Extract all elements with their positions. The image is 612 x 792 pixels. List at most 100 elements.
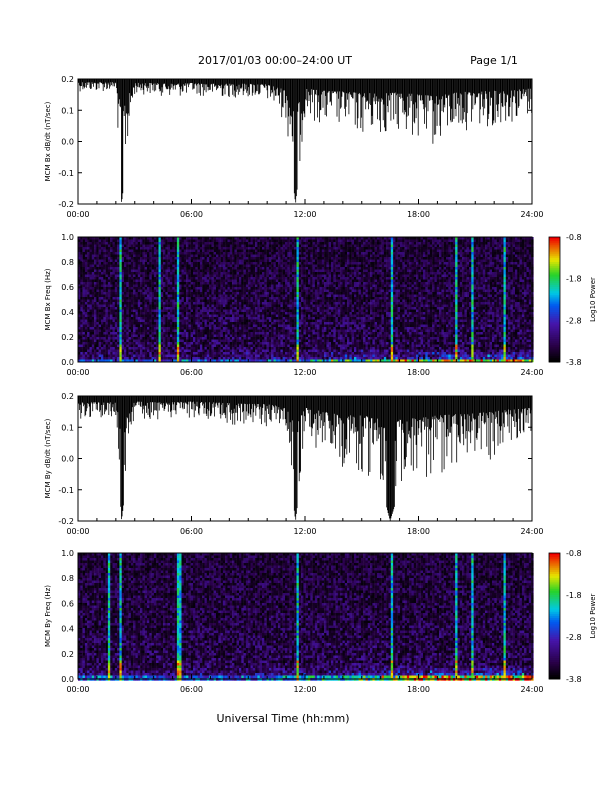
heatmap-cell: [243, 327, 247, 330]
heatmap-cell: [110, 352, 113, 355]
heatmap-cell: [206, 284, 210, 288]
heatmap-cell: [266, 267, 270, 270]
heatmap-cell: [151, 264, 155, 268]
heatmap-cell: [188, 279, 191, 283]
heatmap-cell: [107, 304, 111, 308]
heatmap-cell: [211, 247, 214, 250]
heatmap-cell: [264, 287, 267, 290]
heatmap-cell: [128, 252, 132, 255]
heatmap-cell: [250, 279, 253, 283]
heatmap-cell: [243, 262, 247, 265]
heatmap-cell: [206, 332, 210, 335]
heatmap-cell: [94, 284, 97, 288]
heatmap-cell: [183, 292, 187, 295]
heatmap-cell: [158, 282, 161, 285]
heatmap-cell: [119, 292, 122, 295]
heatmap-cell: [149, 339, 152, 343]
heatmap-cell: [87, 252, 90, 255]
heatmap-cell: [140, 304, 143, 308]
heatmap-cell: [181, 334, 184, 338]
heatmap-cell: [234, 339, 237, 343]
heatmap-cell: [239, 304, 242, 308]
heatmap-cell: [103, 259, 106, 263]
heatmap-cell: [114, 272, 118, 275]
heatmap-cell: [179, 302, 182, 305]
heatmap-cell: [239, 239, 242, 243]
heatmap-cell: [87, 259, 90, 263]
heatmap-cell: [153, 317, 157, 320]
heatmap-cell: [213, 292, 217, 295]
heatmap-cell: [250, 334, 253, 338]
heatmap-cell: [257, 274, 260, 278]
heatmap-cell: [252, 279, 256, 283]
heatmap-cell: [107, 279, 111, 283]
heatmap-cell: [241, 257, 244, 260]
heatmap-cell: [165, 314, 168, 318]
heatmap-cell: [229, 322, 233, 325]
heatmap-cell: [262, 269, 265, 273]
heatmap-cell: [103, 267, 106, 270]
heatmap-cell: [179, 337, 182, 340]
heatmap-cell: [222, 322, 226, 325]
heatmap-cell: [199, 244, 203, 248]
heatmap-cell: [82, 332, 86, 335]
heatmap-cell: [245, 349, 249, 353]
heatmap-cell: [170, 332, 173, 335]
heatmap-cell: [167, 337, 171, 340]
heatmap-cell: [163, 299, 166, 303]
heatmap-cell: [149, 242, 152, 245]
heatmap-cell: [87, 304, 90, 308]
heatmap-cell: [229, 254, 233, 258]
heatmap-cell: [110, 274, 113, 278]
heatmap-cell: [135, 322, 138, 325]
heatmap-cell: [147, 319, 150, 323]
heatmap-cell: [195, 319, 198, 323]
heatmap-cell: [140, 272, 143, 275]
heatmap-cell: [236, 304, 240, 308]
heatmap-cell: [255, 329, 258, 333]
heatmap-cell: [183, 264, 187, 268]
heatmap-cell: [94, 327, 97, 330]
heatmap-cell: [218, 254, 221, 258]
heatmap-cell: [78, 299, 81, 303]
heatmap-cell: [151, 287, 155, 290]
heatmap-cell: [197, 337, 201, 340]
heatmap-cell: [149, 289, 152, 293]
heatmap-cell: [264, 267, 267, 270]
heatmap-cell: [255, 289, 258, 293]
heatmap-cell: [245, 249, 249, 253]
heatmap-cell: [188, 269, 191, 273]
heatmap-cell: [188, 259, 191, 263]
heatmap-cell: [268, 352, 272, 355]
heatmap-cell: [137, 292, 141, 295]
heatmap-cell: [225, 352, 228, 355]
heatmap-cell: [163, 317, 166, 320]
heatmap-cell: [176, 352, 180, 355]
heatmap-cell: [186, 344, 189, 348]
heatmap-cell: [239, 327, 242, 330]
heatmap-cell: [87, 334, 90, 338]
heatmap-cell: [110, 259, 113, 263]
heatmap-cell: [103, 317, 106, 320]
heatmap-cell: [84, 359, 88, 363]
heatmap-cell: [124, 269, 127, 273]
heatmap-cell: [183, 332, 187, 335]
heatmap-cell: [227, 242, 230, 245]
heatmap-cell: [206, 277, 210, 280]
heatmap-cell: [98, 294, 102, 298]
heatmap-cell: [239, 344, 242, 348]
heatmap-cell: [80, 314, 83, 318]
heatmap-cell: [209, 242, 212, 245]
heatmap-cell: [160, 294, 164, 298]
heatmap-cell: [151, 332, 155, 335]
heatmap-cell: [119, 244, 122, 248]
heatmap-cell: [248, 304, 251, 308]
heatmap-cell: [91, 322, 95, 325]
heatmap-cell: [147, 357, 150, 360]
heatmap-cell: [163, 289, 166, 293]
heatmap-cell: [114, 339, 118, 343]
heatmap-cell: [98, 334, 102, 338]
heatmap-cell: [197, 352, 201, 355]
heatmap-cell: [264, 314, 267, 318]
